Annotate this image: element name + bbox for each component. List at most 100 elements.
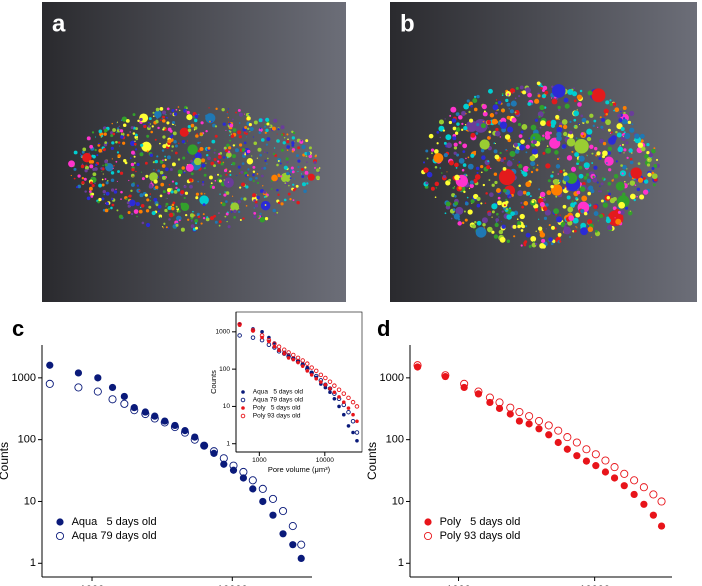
pore-dot: [101, 178, 104, 181]
pore-dot: [115, 140, 118, 144]
pore-dot: [505, 98, 509, 103]
pore-dot: [610, 131, 613, 134]
pore-dot: [525, 144, 530, 149]
pore-dot: [194, 152, 202, 160]
pore-dot: [547, 179, 551, 183]
pore-dot: [548, 237, 553, 242]
legend-marker: [241, 390, 245, 394]
pore-dot: [119, 145, 121, 147]
pore-dot: [241, 162, 245, 165]
point: [341, 412, 346, 417]
point: [239, 474, 248, 482]
point: [639, 483, 648, 492]
pore-dot: [586, 178, 591, 183]
pore-dot: [116, 131, 118, 134]
pore-dot: [623, 111, 626, 115]
pore-dot: [526, 191, 531, 196]
pore-dot: [261, 167, 264, 170]
pore-dot: [500, 158, 504, 163]
pore-dot: [160, 119, 162, 121]
pore-dot: [190, 159, 193, 163]
pore-dot: [300, 173, 303, 175]
y-tick-label: 100: [386, 434, 404, 446]
pore-dot: [207, 156, 211, 161]
pore-dot: [539, 230, 544, 234]
pore-dot: [274, 213, 277, 216]
pore-dot: [256, 195, 260, 200]
pore-dot: [464, 124, 467, 126]
pore-dot: [214, 125, 218, 128]
pore-dot: [563, 175, 570, 182]
pore-dot: [291, 144, 295, 147]
pore-dot: [266, 152, 268, 154]
pore-dot: [245, 136, 247, 138]
pore-dot: [156, 156, 158, 158]
pore-dot: [246, 174, 249, 177]
pore-dot: [557, 105, 561, 110]
point: [170, 422, 179, 432]
pore-dot: [227, 150, 231, 154]
pore-dot: [482, 111, 488, 117]
pore-dot: [609, 132, 612, 135]
pore-dot: [445, 134, 452, 141]
pore-dot: [306, 182, 309, 185]
pore-dot: [225, 173, 228, 176]
legend-label: Poly 93 days old: [253, 413, 301, 420]
pore-dot: [572, 217, 579, 224]
pore-dot: [466, 99, 470, 103]
pore-dot: [150, 181, 153, 183]
pore-dot: [580, 209, 585, 214]
pore-dot: [116, 122, 118, 124]
pore-dot: [259, 153, 262, 157]
pore-dot: [587, 226, 594, 233]
pore-dot: [90, 195, 94, 198]
pore-dot: [190, 216, 194, 220]
pore-dot: [225, 129, 227, 131]
legend-label: Aqua 79 days old: [253, 397, 304, 404]
pore-dot: [454, 186, 456, 188]
pore-dot: [273, 147, 276, 149]
point: [341, 391, 347, 396]
pore-dot: [470, 199, 475, 204]
pore-dot: [615, 130, 618, 134]
pore-dot: [257, 215, 260, 218]
legend-label: Aqua 5 days old: [253, 389, 304, 396]
pore-dot: [213, 157, 217, 161]
pore-dot: [239, 186, 242, 189]
pore-dot: [582, 135, 585, 137]
pore-dot: [563, 97, 569, 103]
pore-dot: [254, 200, 258, 204]
pore-dot: [623, 152, 625, 154]
pore-dot: [452, 136, 457, 141]
pore-dot: [120, 119, 123, 121]
pore-dot: [271, 174, 278, 182]
pore-dot: [534, 118, 539, 122]
pore-dot: [556, 135, 562, 142]
point: [300, 364, 305, 368]
pore-dot: [116, 209, 119, 212]
pore-dot: [100, 167, 103, 170]
pore-dot: [157, 176, 160, 178]
pore-dot: [489, 135, 492, 137]
pore-dot: [510, 211, 515, 216]
pore-dot: [622, 192, 626, 196]
pore-dot: [518, 184, 521, 187]
pore-dot: [540, 120, 546, 127]
pore-dot: [509, 109, 514, 114]
point: [573, 452, 581, 460]
pore-dot: [566, 195, 571, 200]
pore-dot: [251, 155, 253, 157]
pore-dot: [228, 121, 230, 123]
point: [46, 361, 54, 369]
point: [130, 406, 139, 415]
pore-dot: [163, 222, 166, 225]
pore-dot: [173, 190, 178, 194]
point: [74, 369, 83, 377]
pore-dot: [265, 143, 269, 146]
pore-dot: [541, 137, 545, 141]
point: [506, 403, 515, 412]
pore-dot: [228, 146, 232, 150]
pore-dot: [209, 175, 213, 180]
pore-dot: [612, 178, 614, 180]
point: [130, 404, 138, 412]
